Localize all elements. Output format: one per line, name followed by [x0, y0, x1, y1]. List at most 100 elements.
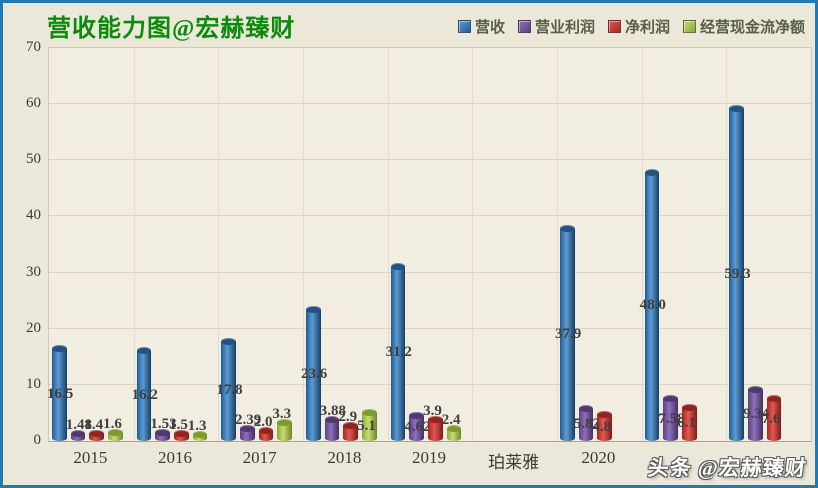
bar-cap — [258, 426, 274, 434]
x-tick-label: 2016 — [158, 448, 192, 467]
bar-cap — [409, 412, 424, 420]
bar-cap — [766, 395, 782, 403]
bar-cap — [663, 395, 678, 403]
legend: 营收 营业利润 净利润 经营现金流净额 — [457, 16, 805, 37]
bar — [362, 409, 377, 441]
gridline-v — [387, 48, 389, 441]
bar-value-label: 3.3 — [272, 406, 292, 423]
bar — [748, 385, 763, 441]
bar — [258, 426, 274, 441]
bar-cap — [578, 405, 594, 413]
bar-value-label: 1.53 — [150, 416, 177, 433]
x-tick-label: 2017 — [242, 448, 277, 467]
chart-title: 营收能力图@宏赫臻财 — [47, 16, 296, 42]
bar-cap — [89, 430, 104, 438]
bar — [108, 429, 123, 441]
x-tick-label: 2020 — [581, 448, 616, 467]
bar — [729, 105, 744, 441]
bar-cap — [277, 419, 292, 427]
y-tick-label: 10 — [26, 375, 41, 392]
bar-value-label: 5.82 — [573, 415, 600, 432]
bar — [390, 262, 406, 441]
bar — [597, 411, 612, 441]
net-profit-swatch-icon — [607, 20, 621, 33]
bar-value-label: 3.9 — [423, 403, 442, 420]
bar — [446, 424, 462, 441]
bar-cap — [390, 262, 406, 270]
bar — [766, 395, 782, 441]
gridline-v — [133, 48, 135, 441]
gridline-h — [49, 215, 811, 217]
gridline-h — [49, 103, 811, 105]
legend-item-revenue: 营收 — [457, 16, 505, 37]
bar-cap — [306, 305, 321, 313]
bar — [240, 424, 255, 441]
bar — [324, 416, 340, 441]
bar-cap — [560, 225, 575, 233]
bar — [52, 345, 67, 441]
bar-value-label: 1.4 — [84, 417, 104, 434]
bar-value-label: 4.62 — [404, 419, 431, 436]
bar-cap — [362, 409, 377, 417]
bar-cap — [192, 430, 208, 438]
bar-cap — [70, 429, 86, 437]
gridline-h — [49, 159, 811, 161]
operating-cashflow-swatch-icon — [682, 20, 696, 33]
y-tick-label: 60 — [26, 95, 41, 112]
gridline-v — [726, 48, 728, 441]
gridline-v — [472, 48, 474, 441]
bar-value-label: 37.9 — [555, 325, 582, 342]
bar — [560, 225, 575, 441]
bar-cap — [52, 345, 67, 353]
bar-value-label: 1.3 — [187, 417, 207, 434]
bar — [192, 430, 208, 441]
bar — [70, 429, 86, 441]
x-tick-label: 2018 — [327, 448, 362, 467]
bar-value-label: 7.6 — [761, 410, 781, 427]
y-tick-label: 30 — [26, 263, 41, 280]
y-tick-label: 70 — [26, 39, 41, 55]
bar-cap — [155, 429, 170, 437]
bar-cap — [748, 385, 763, 393]
bar — [174, 429, 189, 441]
legend-label: 经营现金流净额 — [699, 20, 805, 36]
bar-cap — [221, 338, 236, 346]
bar-value-label: 2.9 — [338, 408, 358, 425]
bar — [89, 430, 104, 441]
gridline-h — [49, 271, 811, 273]
bar — [136, 347, 152, 441]
watermark: 头条 @宏赫臻财 — [646, 456, 809, 480]
bar-cap — [108, 429, 123, 437]
y-tick-label: 0 — [33, 432, 42, 448]
bar-value-label: 1.48 — [65, 416, 92, 433]
bar-cap — [729, 105, 744, 113]
bar — [277, 419, 292, 441]
bar-cap — [343, 421, 358, 429]
bar-cap — [597, 411, 612, 419]
bar — [663, 395, 678, 441]
bar-value-label: 2.4 — [441, 411, 461, 428]
bar-value-label: 59.3 — [724, 265, 751, 282]
gridline-v — [641, 48, 643, 441]
bar-cap — [682, 403, 697, 411]
gridline-h — [49, 327, 811, 329]
plot-area: 16.5 1.48 1.4 1.6 16.2 1.53 1.5 1.3 17.8 2.39 2.0 3… — [47, 47, 812, 442]
bar — [221, 338, 236, 441]
bar-value-label: 17.8 — [216, 382, 243, 399]
bar-value-label: 16.2 — [131, 386, 158, 403]
bar-value-label: 1.5 — [169, 416, 188, 433]
gridline-h — [49, 383, 811, 385]
legend-item-net-profit: 净利润 — [607, 16, 670, 37]
bar-value-label: 23.6 — [301, 365, 328, 382]
bar-value-label: 6.1 — [677, 414, 696, 431]
bar-value-label: 16.5 — [47, 385, 74, 402]
operating-profit-swatch-icon — [517, 20, 531, 33]
bar — [306, 305, 321, 441]
revenue-swatch-icon — [457, 20, 471, 33]
gridline-v — [218, 48, 220, 441]
bar-cap — [428, 416, 443, 424]
x-tick-label: 珀莱雅 — [488, 453, 540, 472]
x-tick-label: 2015 — [73, 448, 108, 467]
bar-value-label: 4.8 — [592, 418, 612, 435]
bar-value-label: 7.58 — [658, 410, 685, 427]
